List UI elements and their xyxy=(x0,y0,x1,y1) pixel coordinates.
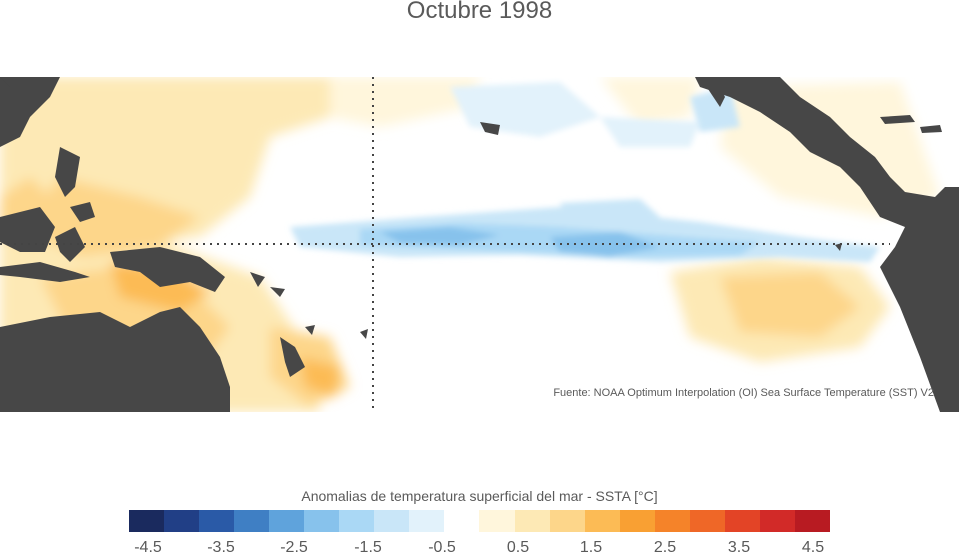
colorbar-swatch xyxy=(759,510,795,532)
colorbar-swatch xyxy=(654,510,690,532)
colorbar-label: Anomalias de temperatura superficial del… xyxy=(301,488,658,504)
colorbar-swatch xyxy=(549,510,585,532)
colorbar-tick: -0.5 xyxy=(428,539,456,556)
colorbar-swatch xyxy=(584,510,620,532)
asia-land xyxy=(0,77,60,147)
colorbar-tick: -3.5 xyxy=(207,539,235,556)
colorbar-tick: 4.5 xyxy=(801,539,825,556)
australia-land xyxy=(0,307,230,412)
map-title: Octubre 1998 xyxy=(406,0,553,24)
colorbar-tick: 0.5 xyxy=(506,539,530,556)
colorbar-swatch xyxy=(689,510,725,532)
colorbar-tick: 1.5 xyxy=(579,539,603,556)
colorbar-swatch xyxy=(129,510,165,532)
colorbar-tick: 2.5 xyxy=(653,539,677,556)
colorbar-swatch xyxy=(234,510,270,532)
colorbar-swatch xyxy=(444,510,480,532)
colorbar-tick: 3.5 xyxy=(727,539,751,556)
sst-anomaly-map xyxy=(0,77,959,412)
colorbar-swatch xyxy=(409,510,445,532)
cuba-land xyxy=(880,115,915,124)
colorbar-swatch xyxy=(794,510,830,532)
colorbar-swatch xyxy=(724,510,760,532)
colorbar-tick: -4.5 xyxy=(134,539,162,556)
colorbar xyxy=(129,510,830,532)
colorbar-tick: -1.5 xyxy=(354,539,382,556)
colorbar-swatch xyxy=(479,510,515,532)
java-land xyxy=(0,262,90,282)
americas-land xyxy=(695,77,959,412)
colorbar-swatch xyxy=(269,510,305,532)
data-source-note: Fuente: NOAA Optimum Interpolation (OI) … xyxy=(553,387,934,399)
philippines-land xyxy=(55,147,80,197)
cold-anomaly-regions xyxy=(290,82,880,262)
colorbar-swatch xyxy=(164,510,200,532)
colorbar-swatch xyxy=(514,510,550,532)
colorbar-swatch xyxy=(339,510,375,532)
new-guinea-land xyxy=(110,247,225,292)
reference-lines xyxy=(0,77,890,412)
land-masses xyxy=(0,77,959,412)
colorbar-swatch xyxy=(374,510,410,532)
new-zealand-land xyxy=(280,337,305,377)
colorbar-swatch xyxy=(619,510,655,532)
baja-california-land xyxy=(700,77,725,107)
colorbar-tick: -2.5 xyxy=(280,539,308,556)
borneo-land xyxy=(0,207,55,252)
colorbar-swatch xyxy=(304,510,340,532)
hawaii-land xyxy=(480,122,500,135)
colorbar-swatch xyxy=(199,510,235,532)
